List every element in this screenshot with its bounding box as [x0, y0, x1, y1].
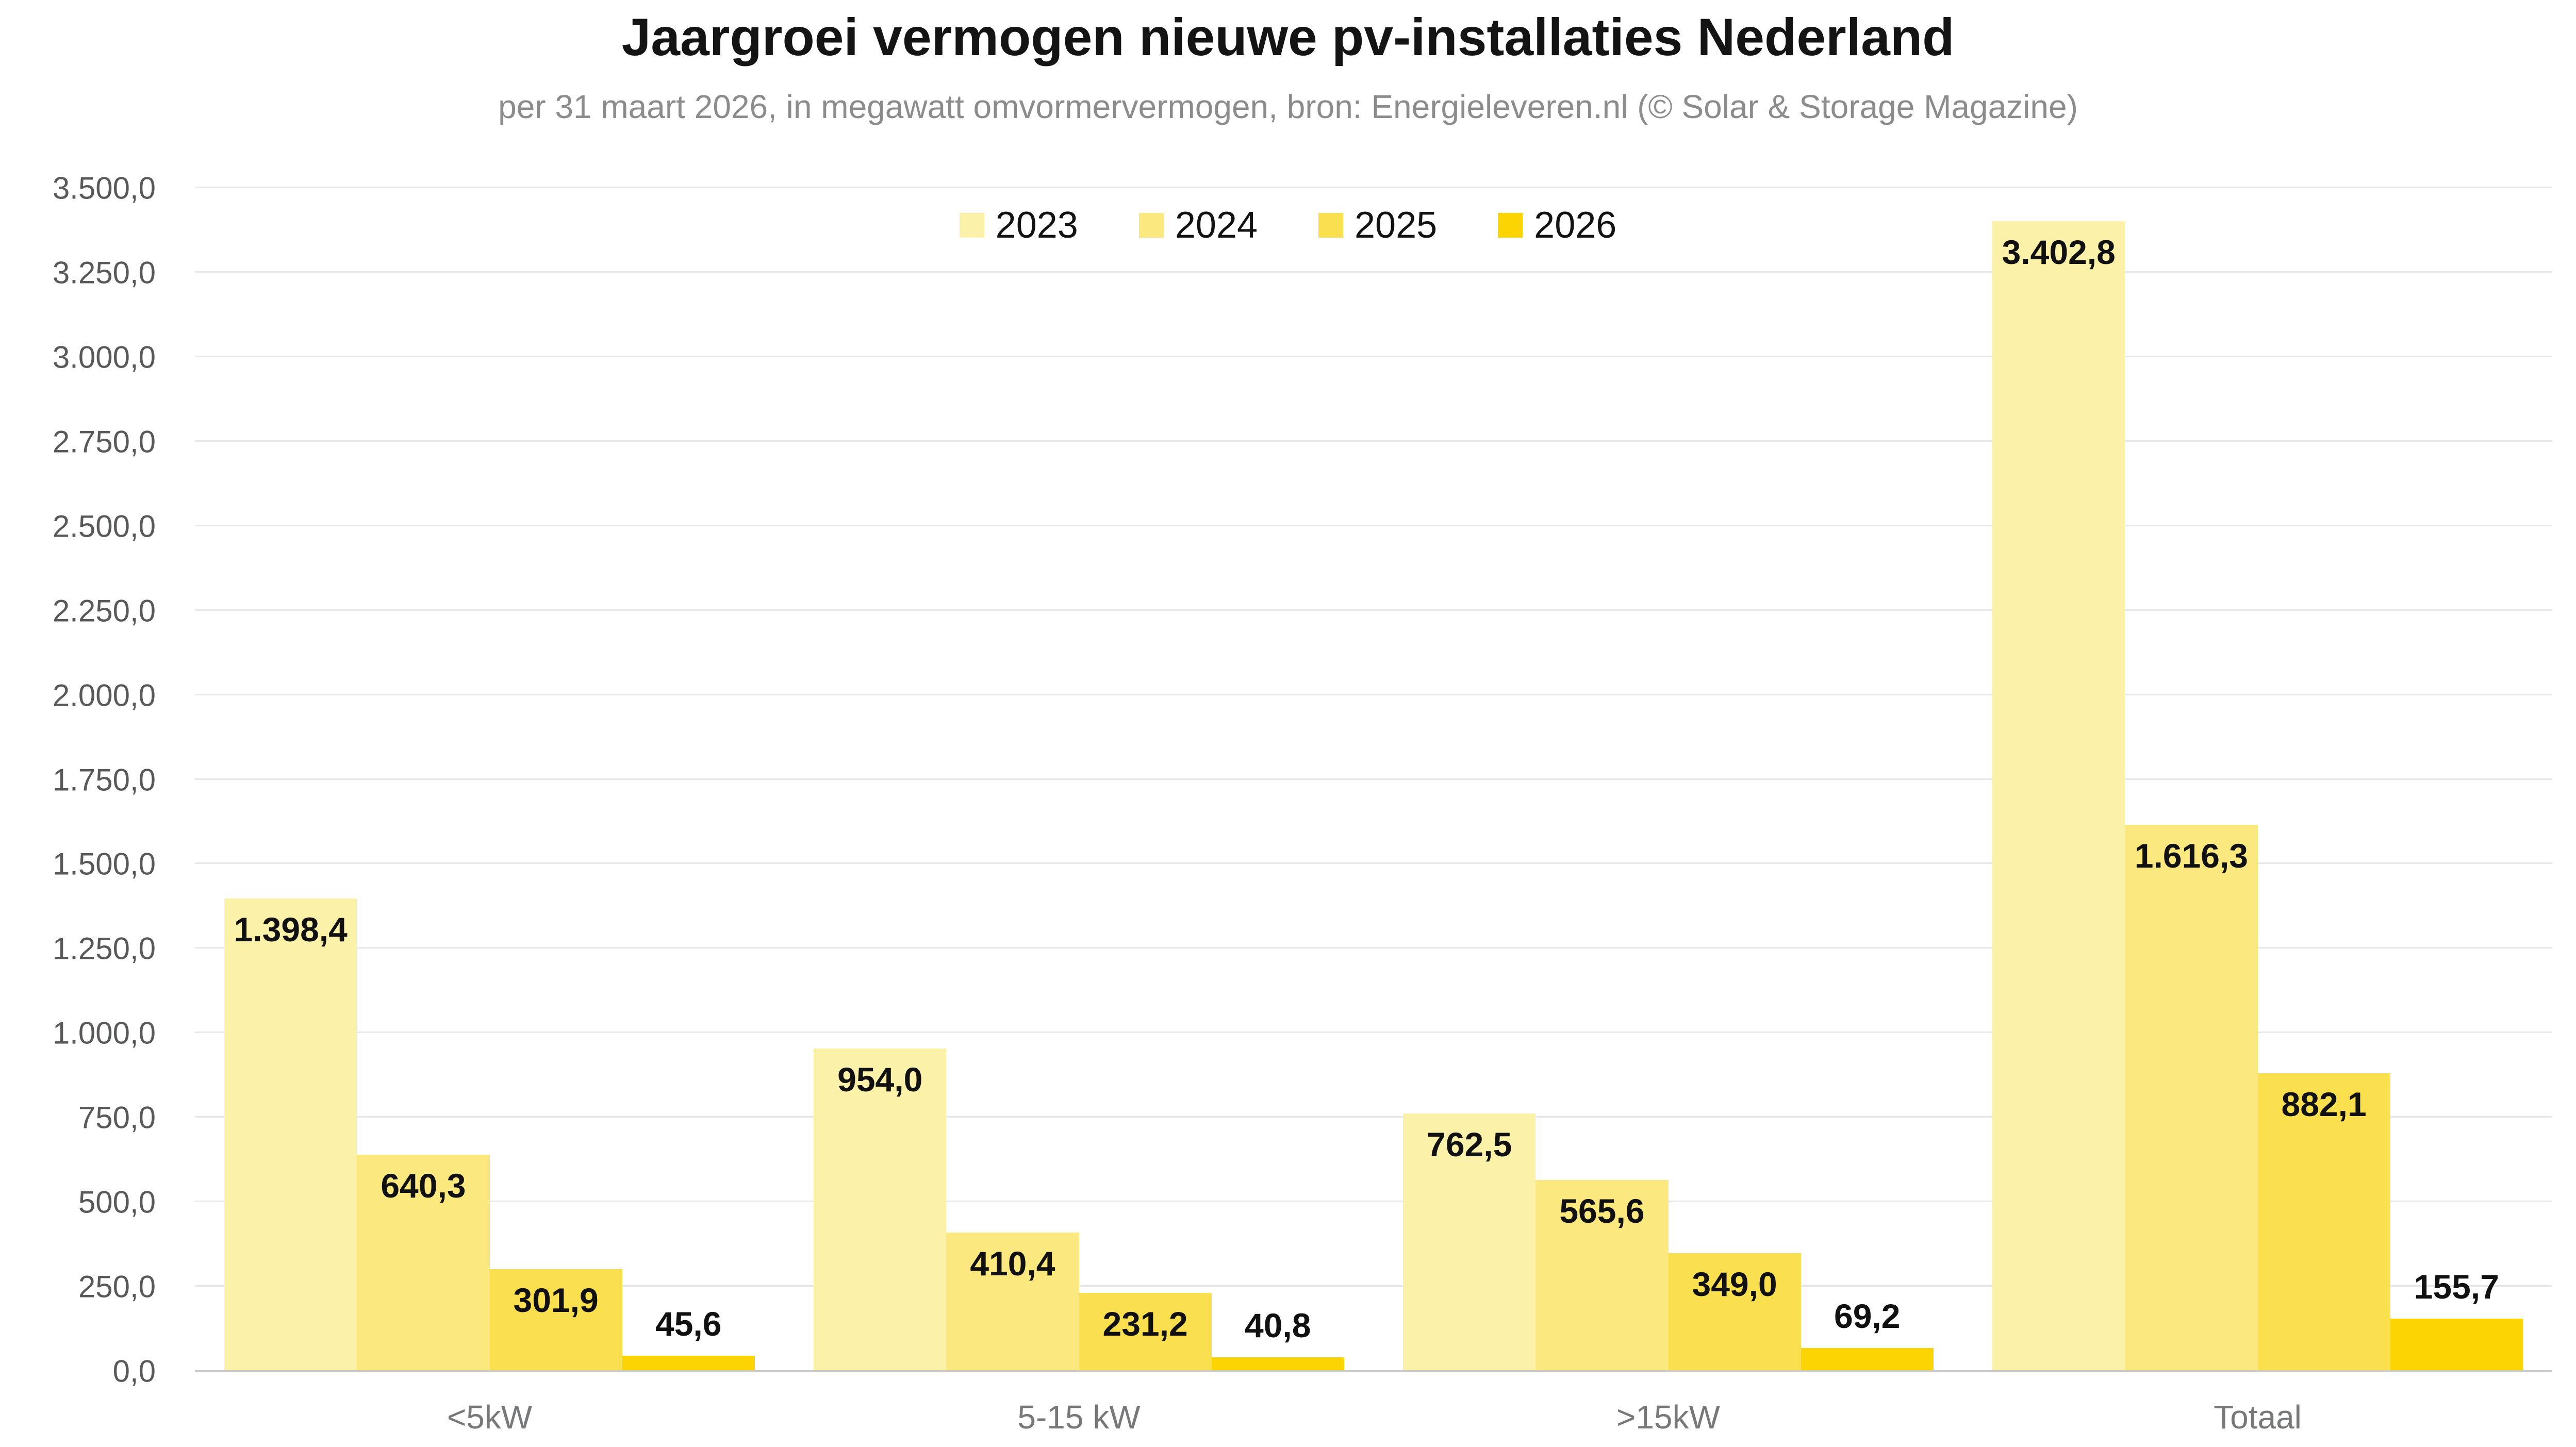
legend-item-2023: 2023 — [959, 204, 1078, 246]
gridline — [195, 1116, 2552, 1118]
gridline — [195, 1285, 2552, 1287]
bar-value-label: 410,4 — [970, 1244, 1055, 1283]
bar-value-label: 762,5 — [1427, 1125, 1512, 1164]
bar-value-label: 231,2 — [1102, 1305, 1188, 1343]
x-axis-category-label: 5-15 kW — [1017, 1399, 1141, 1436]
gridline — [195, 187, 2552, 188]
y-axis-tick-label: 500,0 — [78, 1185, 156, 1220]
x-axis-line — [195, 1370, 2552, 1372]
bar-2023-<5kW: 1.398,4 — [224, 899, 357, 1371]
bar-group-Totaal: 3.402,8 1.616,3 882,1 155,7 — [1963, 188, 2552, 1371]
bar-2023-Totaal: 3.402,8 — [1992, 221, 2125, 1371]
bar-value-label: 882,1 — [2281, 1085, 2367, 1123]
bar-2026->15kW: 69,2 — [1801, 1297, 1934, 1371]
x-axis-category-label: Totaal — [2214, 1399, 2302, 1436]
y-axis-tick-label: 250,0 — [78, 1269, 156, 1304]
gridline — [195, 862, 2552, 864]
legend-swatch-icon — [1318, 213, 1343, 238]
y-axis-tick-label: 2.750,0 — [52, 424, 156, 459]
y-axis-tick-label: 2.250,0 — [52, 593, 156, 628]
bar-value-label: 3.402,8 — [2002, 232, 2116, 271]
x-axis-category-label: <5kW — [447, 1399, 533, 1436]
gridline — [195, 524, 2552, 526]
gridline — [195, 355, 2552, 357]
bar-value-label: 349,0 — [1692, 1265, 1777, 1304]
bar-2024-5-15 kW: 410,4 — [946, 1232, 1079, 1371]
gridline — [195, 271, 2552, 273]
bar-2025-5-15 kW: 231,2 — [1079, 1293, 1212, 1371]
bar-value-label: 1.398,4 — [234, 910, 348, 949]
bar-value-label: 565,6 — [1559, 1192, 1645, 1230]
legend-item-2024: 2024 — [1138, 204, 1258, 246]
x-axis-labels: <5kW 5-15 kW >15kW Totaal — [195, 1398, 2552, 1436]
chart-title: Jaargroei vermogen nieuwe pv-installatie… — [621, 8, 1955, 66]
bar-value-label: 40,8 — [1245, 1306, 1311, 1345]
y-axis-tick-label: 2.500,0 — [52, 509, 156, 544]
y-axis-tick-label: 3.250,0 — [52, 255, 156, 290]
x-axis-category-label: >15kW — [1616, 1399, 1720, 1436]
bar-2024-<5kW: 640,3 — [357, 1155, 490, 1371]
bar-2023-5-15 kW: 954,0 — [814, 1049, 947, 1371]
y-axis-tick-label: 1.750,0 — [52, 762, 156, 797]
bar-cluster: 762,5 565,6 349,0 69,2 — [1403, 188, 1934, 1371]
y-axis-tick-label: 1.500,0 — [52, 846, 156, 881]
bar-2023->15kW: 762,5 — [1403, 1113, 1536, 1371]
bar-group-<5kW: 1.398,4 640,3 301,9 45,6 — [195, 188, 784, 1371]
bar-value-label: 1.616,3 — [2134, 837, 2249, 875]
y-axis-tick-label: 750,0 — [78, 1100, 156, 1135]
chart-subtitle: per 31 maart 2026, in megawatt omvormerv… — [498, 88, 2078, 125]
gridline — [195, 440, 2552, 442]
bar-2025->15kW: 349,0 — [1668, 1253, 1801, 1371]
chart-legend: 2023 2024 2025 2026 — [0, 204, 2576, 246]
bar-cluster: 3.402,8 1.616,3 882,1 155,7 — [1992, 188, 2523, 1371]
bar-2026-Totaal: 155,7 — [2390, 1268, 2523, 1371]
gridline — [195, 947, 2552, 949]
plot-area: 0,0 250,0 500,0 750,0 1.000,0 1.250,0 1.500,0 1… — [53, 171, 2552, 1389]
bar-2025-<5kW: 301,9 — [489, 1269, 622, 1371]
bar-cluster: 954,0 410,4 231,2 40,8 — [814, 188, 1344, 1371]
gridline — [195, 609, 2552, 611]
y-axis-tick-label: 0,0 — [112, 1354, 156, 1389]
gridline — [195, 1201, 2552, 1203]
legend-item-2025: 2025 — [1318, 204, 1437, 246]
gridline — [195, 1032, 2552, 1034]
bar-value-label: 301,9 — [513, 1281, 599, 1320]
legend-label: 2025 — [1355, 205, 1438, 246]
bar-2025-Totaal: 882,1 — [2257, 1073, 2390, 1371]
legend-label: 2024 — [1175, 205, 1258, 246]
legend-swatch-icon — [1498, 213, 1523, 238]
legend-swatch-icon — [1138, 213, 1164, 238]
bar-groups: 1.398,4 640,3 301,9 45,6 954,0 410,4 231,2 40,8… — [195, 188, 2552, 1371]
bar-group-5-15 kW: 954,0 410,4 231,2 40,8 — [784, 188, 1374, 1371]
bar-value-label: 640,3 — [381, 1167, 466, 1205]
bar-group->15kW: 762,5 565,6 349,0 69,2 — [1374, 188, 1963, 1371]
y-axis-tick-label: 3.000,0 — [52, 340, 156, 375]
bar-value-label: 954,0 — [837, 1060, 923, 1099]
y-axis-tick-label: 1.000,0 — [52, 1016, 156, 1051]
y-axis-tick-label: 3.500,0 — [52, 171, 156, 206]
bar-2024->15kW: 565,6 — [1535, 1180, 1669, 1371]
bar-value-label: 45,6 — [655, 1305, 722, 1343]
bar-value-label: 69,2 — [1834, 1296, 1901, 1335]
gridline — [195, 778, 2552, 780]
y-axis-tick-label: 2.000,0 — [52, 678, 156, 713]
legend-item-2026: 2026 — [1498, 204, 1616, 246]
y-axis-tick-label: 1.250,0 — [52, 931, 156, 966]
bar-2024-Totaal: 1.616,3 — [2125, 825, 2258, 1371]
gridline — [195, 693, 2552, 695]
bar-value-label: 155,7 — [2414, 1267, 2499, 1306]
bar-cluster: 1.398,4 640,3 301,9 45,6 — [224, 188, 755, 1371]
legend-label: 2023 — [995, 205, 1078, 246]
bar-2026-<5kW: 45,6 — [622, 1305, 755, 1371]
legend-swatch-icon — [959, 213, 984, 238]
bar-2026-5-15 kW: 40,8 — [1211, 1306, 1344, 1371]
legend-label: 2026 — [1534, 205, 1617, 246]
